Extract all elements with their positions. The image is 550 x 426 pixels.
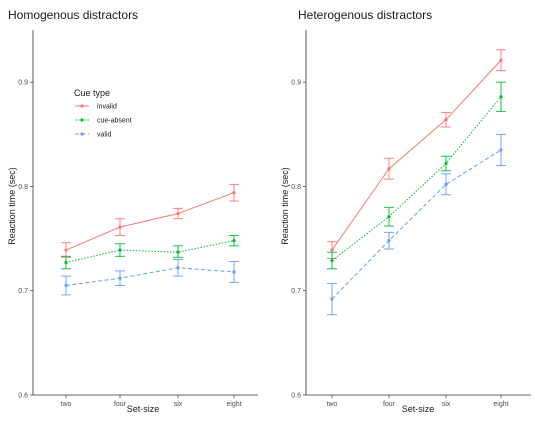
x-tick-label: eight <box>226 401 241 408</box>
data-point-cue_absent <box>499 95 503 99</box>
axes-heterogenous: 0.6 0.7 0.8 0.9 two four six eight <box>291 30 531 408</box>
legend-title: Cue type <box>74 88 110 98</box>
y-tick-label: 0.7 <box>18 288 28 295</box>
x-axis-title-heterogenous: Set-size <box>402 404 435 414</box>
y-tick-label: 0.8 <box>18 184 28 191</box>
panel-homogenous: Homogenous distractors Reaction time (se… <box>7 8 258 414</box>
data-point-valid <box>232 270 236 274</box>
data-point-invalid <box>64 248 68 252</box>
y-tick-label: 0.6 <box>291 393 301 400</box>
y-tick-label: 0.9 <box>291 80 301 87</box>
data-point-cue_absent <box>330 258 334 263</box>
series-line-invalid <box>331 59 502 251</box>
y-axis-title-homogenous: Reaction time (sec) <box>7 167 17 245</box>
data-point-invalid <box>387 167 391 171</box>
y-tick-label: 0.7 <box>291 288 301 295</box>
panel-heterogenous: Heterogenous distractors Reaction time (… <box>280 8 531 414</box>
data-point-valid <box>499 148 503 152</box>
panel-title-homogenous: Homogenous distractors <box>8 8 138 22</box>
data-point-cue_absent <box>64 260 68 265</box>
data-point-invalid <box>176 211 180 216</box>
data-point-valid <box>118 276 122 280</box>
data-point-cue_absent <box>118 248 122 252</box>
series-line-valid <box>331 149 502 300</box>
data-point-invalid <box>330 248 334 252</box>
data-point-invalid <box>444 118 448 122</box>
legend: Cue type invalid cue-absent valid <box>74 88 132 139</box>
data-point-valid <box>176 266 180 270</box>
legend-key-point-valid <box>80 132 84 136</box>
y-tick-label: 0.9 <box>18 80 28 87</box>
data-point-invalid <box>499 58 503 62</box>
data-point-valid <box>444 182 448 186</box>
x-tick-label: two <box>327 401 338 408</box>
y-tick-label: 0.8 <box>291 184 301 191</box>
legend-label-cue_absent: cue-absent <box>97 118 132 125</box>
panel-title-heterogenous: Heterogenous distractors <box>298 8 432 22</box>
series-line-cue_absent <box>331 96 502 261</box>
data-point-invalid <box>118 225 122 229</box>
data-point-invalid <box>232 191 236 195</box>
x-tick-label: two <box>61 401 72 408</box>
series-line-valid <box>65 267 235 286</box>
series-line-invalid <box>65 192 235 251</box>
x-tick-label: six <box>442 401 451 408</box>
y-tick-label: 0.6 <box>18 393 28 400</box>
axes-homogenous: 0.6 0.7 0.8 0.9 two four six eight <box>18 30 258 408</box>
data-point-cue_absent <box>176 250 180 254</box>
legend-key-point-cue_absent <box>80 118 84 122</box>
series-line-cue_absent <box>65 240 235 264</box>
legend-label-invalid: invalid <box>97 104 117 111</box>
legend-key-point-invalid <box>80 104 84 108</box>
y-axis-title-heterogenous: Reaction time (sec) <box>280 167 290 245</box>
x-tick-label: six <box>174 401 183 408</box>
data-point-valid <box>387 239 391 243</box>
x-tick-label: four <box>114 401 127 408</box>
data-point-valid <box>64 283 68 288</box>
data-point-cue_absent <box>387 215 391 219</box>
data-point-valid <box>330 297 334 301</box>
legend-label-valid: valid <box>97 132 112 139</box>
marks-heterogenous <box>327 49 506 316</box>
data-point-cue_absent <box>232 239 236 243</box>
x-tick-label: four <box>383 401 396 408</box>
x-tick-label: eight <box>493 401 508 408</box>
x-axis-title-homogenous: Set-size <box>127 404 160 414</box>
legend-items: invalid cue-absent valid <box>75 104 132 139</box>
marks-homogenous <box>61 183 239 296</box>
data-point-cue_absent <box>444 161 448 166</box>
